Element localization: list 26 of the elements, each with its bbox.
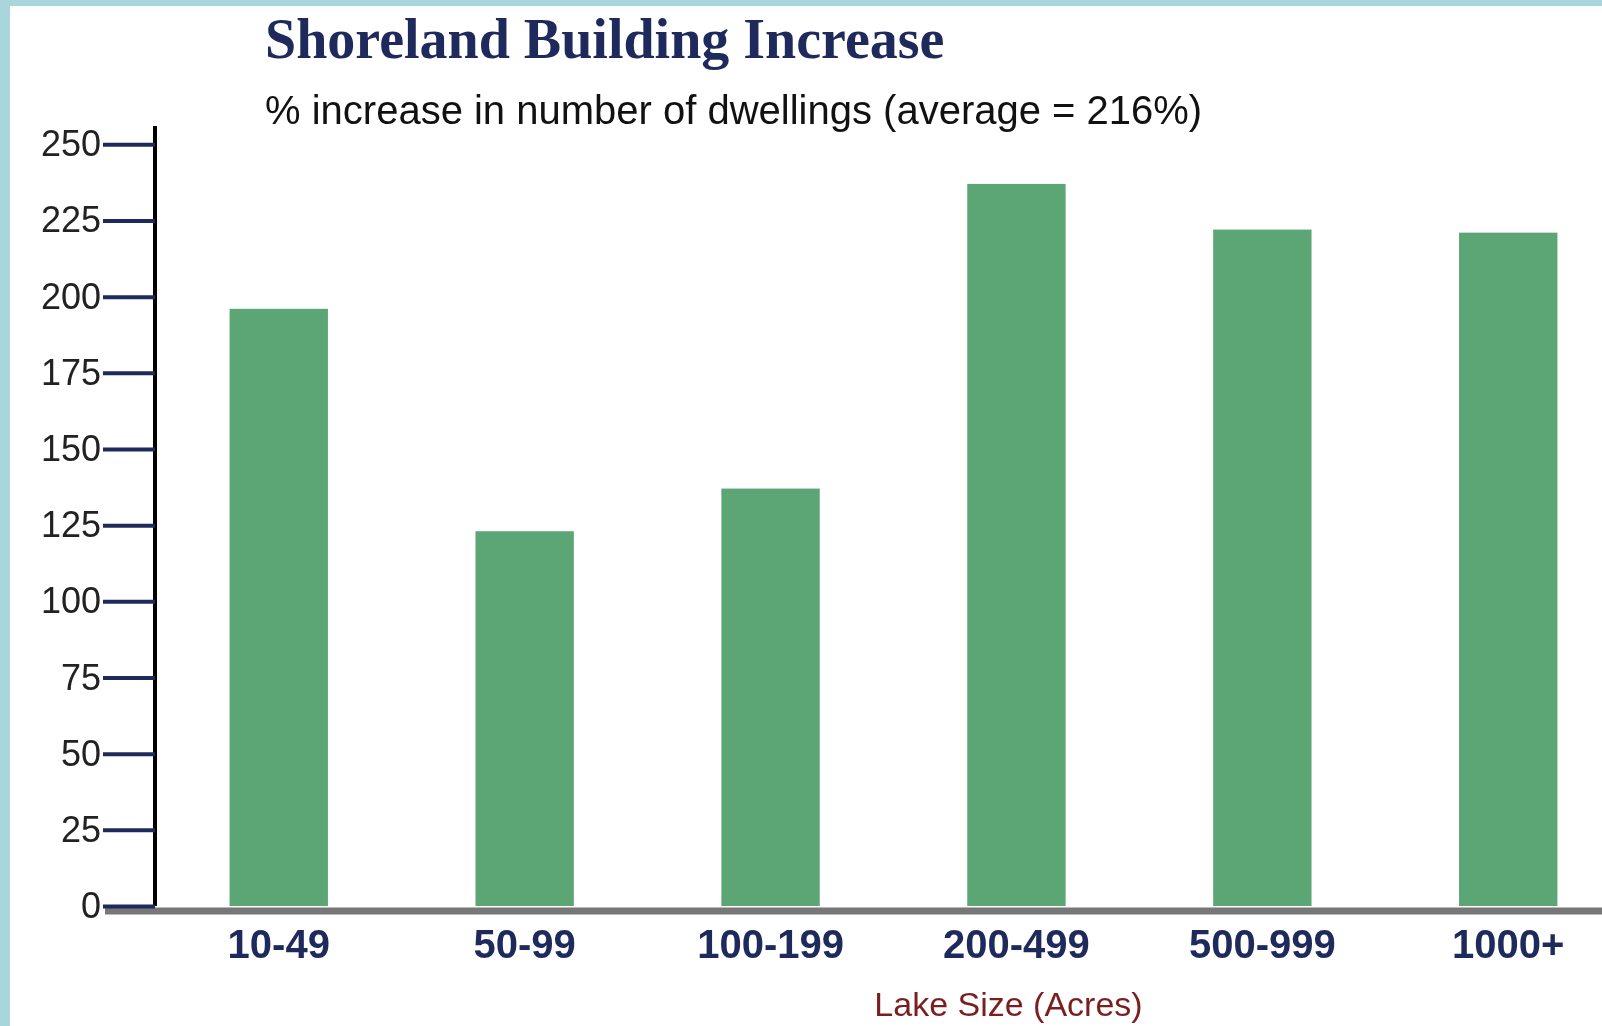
bar <box>967 183 1066 906</box>
chart-subtitle: % increase in number of dwellings (average = 216%) <box>265 88 1203 132</box>
x-tick-label: 200-499 <box>943 922 1090 966</box>
y-tick-label: 25 <box>60 808 101 850</box>
y-tick-label: 125 <box>40 504 101 546</box>
bar <box>229 308 328 906</box>
bar <box>1459 232 1558 906</box>
x-axis-title: Lake Size (Acres) <box>874 985 1143 1023</box>
y-tick-label: 100 <box>40 580 101 622</box>
x-tick-label: 100-199 <box>697 922 844 966</box>
x-tick-label: 50-99 <box>473 922 576 966</box>
y-tick-label: 200 <box>40 275 101 317</box>
y-tick-label: 150 <box>40 427 101 469</box>
bar <box>1213 229 1312 906</box>
bar <box>721 488 820 906</box>
y-tick-label: 50 <box>60 732 101 774</box>
y-tick-label: 175 <box>40 351 101 393</box>
y-tick-label: 0 <box>80 885 101 927</box>
x-tick-label: 10-49 <box>227 922 330 966</box>
x-tick-label: 1000+ <box>1452 922 1565 966</box>
y-tick-label: 250 <box>40 123 101 165</box>
bar <box>475 531 574 906</box>
y-tick-label: 225 <box>40 199 101 241</box>
y-tick-label: 75 <box>60 656 101 698</box>
x-tick-label: 500-999 <box>1188 922 1336 966</box>
chart-title: Shoreland Building Increase <box>265 8 945 70</box>
